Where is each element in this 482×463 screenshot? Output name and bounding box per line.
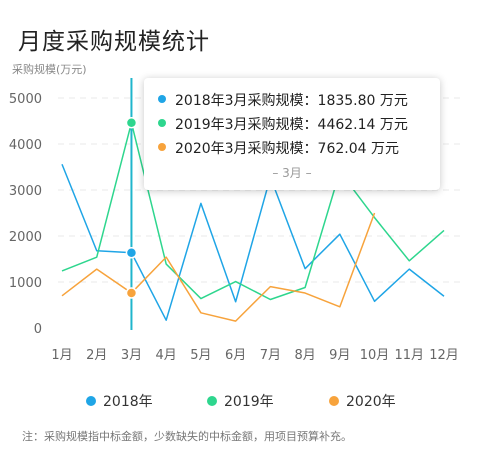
tooltip-unit: 万元 [379,93,408,109]
x-tick-label: 11月 [394,348,424,363]
x-axis-ticks: 1月 2月 3月 4月 5月 6月 7月 8月 9月 10月 11月 12月 [51,348,458,363]
tooltip-footer: – 3月 – [272,166,312,180]
line-chart[interactable]: 0 1000 2000 3000 4000 5000 1月 2月 3月 4月 5月 6月 7月 8月 9月… [0,0,482,380]
highlight-point-2019年[interactable] [125,116,138,129]
legend-item-2018[interactable]: 2018年 [86,391,153,411]
x-tick-label: 1月 [51,348,72,363]
y-tick-label: 3000 [9,184,42,199]
x-tick-label: 3月 [121,348,142,363]
tooltip-value: 4462.14 [317,117,376,133]
tooltip-label: 2018年3月采购规模： [175,93,318,109]
tooltip-row-2019: 2019年3月采购规模：4462.14 万元 [158,114,408,134]
highlight-point-2018年[interactable] [125,247,138,259]
legend-dot-icon [207,396,217,406]
chart-title: 月度采购规模统计 [18,29,210,55]
series-line-2020年 [61,212,376,322]
legend-item-2019[interactable]: 2019年 [207,391,274,411]
tooltip-label: 2019年3月采购规模： [175,117,318,133]
x-tick-label: 4月 [156,348,177,363]
series-line-2019年 [61,121,445,301]
y-tick-label: 4000 [9,138,42,153]
legend-label: 2019年 [224,394,274,410]
x-tick-label: 12月 [429,348,459,363]
tooltip-unit: 万元 [371,141,399,157]
series-dot-icon [158,119,166,127]
x-tick-label: 5月 [190,348,211,363]
tooltip-unit: 万元 [379,117,408,133]
x-tick-label: 10月 [360,348,390,363]
y-axis-label: 采购规模(万元) [12,62,87,76]
x-tick-label: 9月 [329,348,350,363]
tooltip-row-2018: 2018年3月采购规模：1835.80 万元 [158,90,408,110]
series-line-2018年 [61,163,445,321]
series-dot-icon [158,95,166,103]
highlight-point-2020年[interactable] [125,287,138,299]
y-tick-label: 0 [34,322,42,337]
y-axis-ticks: 0 1000 2000 3000 4000 5000 [9,92,42,337]
tooltip: 2018年3月采购规模：1835.80 万元 2019年3月采购规模：4462.… [144,78,440,190]
legend-label: 2018年 [103,394,153,410]
footnote: 注：采购规模指中标金额，少数缺失的中标金额，用项目预算补充。 [22,430,352,443]
tooltip-value: 1835.80 [317,93,376,109]
tooltip-row-2020: 2020年3月采购规模：762.04 万元 [158,138,399,158]
x-tick-label: 6月 [225,348,246,363]
legend-dot-icon [329,396,339,406]
y-tick-label: 2000 [9,230,42,245]
legend-item-2020[interactable]: 2020年 [329,391,396,411]
y-tick-label: 5000 [9,92,42,107]
legend-label: 2020年 [346,394,396,410]
series-lines [61,116,445,322]
x-tick-label: 8月 [294,348,315,363]
tooltip-label: 2020年3月采购规模： [175,141,318,157]
y-tick-label: 1000 [9,276,42,291]
legend-dot-icon [86,396,96,406]
x-tick-label: 7月 [260,348,281,363]
series-dot-icon [158,143,166,151]
x-tick-label: 2月 [86,348,107,363]
tooltip-value: 762.04 [317,141,367,157]
